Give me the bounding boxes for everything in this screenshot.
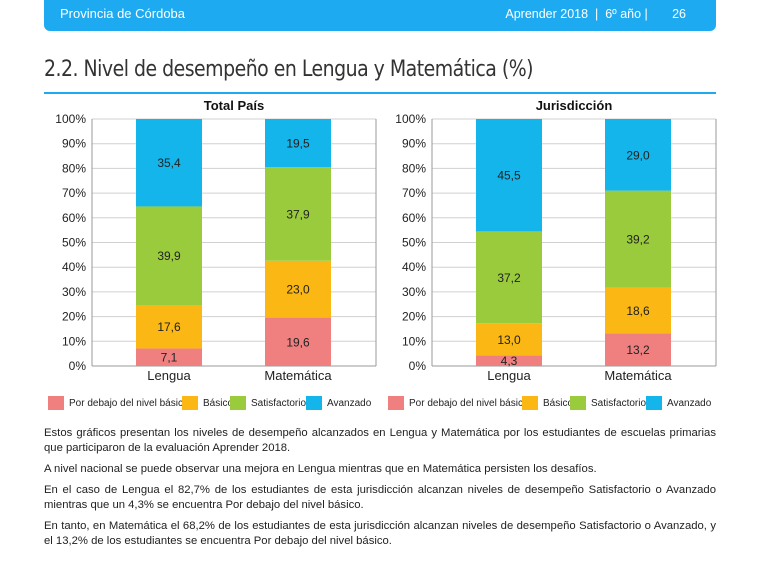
y-tick-label: 70% [62, 186, 86, 200]
legend-label: Avanzado [667, 398, 712, 409]
bar-segment-por-debajo [605, 333, 671, 366]
chart-total-pais: Total País 0% 10% 20% 30% 40% 50% 60% 70% 80% 90% 1… [44, 95, 377, 385]
y-tick-label: 40% [402, 260, 426, 274]
bar-segment-satisfactorio [605, 190, 671, 288]
legend-swatch [570, 396, 586, 410]
chart-jurisdiccion: Jurisdicción 0% 10% 20% 30% 40% 50% 60% 70% 80% 90… [384, 95, 717, 385]
header-province: Provincia de Córdoba [60, 6, 186, 21]
bar-segment-avanzado [136, 119, 202, 207]
data-label: 19,5 [286, 137, 310, 151]
section-title: 2.2. Nivel de desempeño en Lengua y Mate… [44, 57, 534, 82]
legend-label: Avanzado [327, 398, 372, 409]
legend-swatch [522, 396, 538, 410]
data-label: 37,9 [286, 207, 310, 221]
paragraph: Estos gráficos presentan los niveles de … [44, 427, 716, 454]
data-label: 29,0 [626, 148, 650, 162]
data-label: 13,0 [497, 333, 521, 347]
data-label: 18,6 [626, 304, 650, 318]
legend-label: Por debajo del nivel básico [409, 398, 529, 409]
body-text: Estos gráficos presentan los niveles de … [44, 426, 716, 555]
data-label: 4,3 [501, 354, 518, 368]
chart-jurisdiccion-svg: Jurisdicción 0% 10% 20% 30% 40% 50% 60% 70% 80% 90… [395, 98, 717, 383]
x-tick-label: Lengua [487, 368, 531, 383]
bar-segment-basico [136, 304, 202, 349]
bar-segment-avanzado [265, 119, 331, 168]
chart-title: Jurisdicción [536, 98, 613, 113]
y-tick-label: 40% [62, 260, 86, 274]
y-tick-label: 80% [402, 161, 426, 175]
data-label: 45,5 [497, 169, 521, 183]
y-tick-label: 10% [62, 334, 86, 348]
y-tick-label: 100% [395, 112, 426, 126]
y-tick-label: 100% [55, 112, 86, 126]
legend-label: Básico [203, 398, 234, 409]
y-tick-label: 30% [402, 285, 426, 299]
header-bar: Provincia de Córdoba Aprender 2018 | 6º … [44, 0, 716, 31]
paragraph: En tanto, en Matemática el 68,2% de los … [44, 520, 716, 547]
x-tick-label: Matemática [604, 368, 672, 383]
bar-segment-avanzado [605, 119, 671, 191]
y-tick-label: 90% [402, 137, 426, 151]
y-tick-label: 20% [62, 310, 86, 324]
y-tick-label: 0% [69, 359, 87, 373]
y-tick-label: 50% [62, 236, 86, 250]
paragraph: A nivel nacional se puede observar una m… [44, 463, 597, 475]
y-tick-label: 80% [62, 161, 86, 175]
bar-segment-satisfactorio [136, 206, 202, 305]
bar-segment-avanzado [476, 119, 542, 232]
legend-swatch [646, 396, 662, 410]
legend-swatch [388, 396, 404, 410]
bar-segment-basico [605, 287, 671, 334]
bar-segment-basico [476, 323, 542, 356]
y-tick-label: 50% [402, 236, 426, 250]
y-tick-label: 90% [62, 137, 86, 151]
title-divider [44, 92, 716, 94]
legend-label: Satisfactorio [251, 398, 307, 409]
bar-segment-satisfactorio [265, 167, 331, 261]
y-tick-label: 10% [402, 334, 426, 348]
y-tick-label: 20% [402, 310, 426, 324]
legend-label: Satisfactorio [591, 398, 647, 409]
legend-label: Por debajo del nivel básico [69, 398, 189, 409]
legend-swatch [48, 396, 64, 410]
bar-segment-por-debajo [265, 317, 331, 366]
chart-total-pais-svg: Total País 0% 10% 20% 30% 40% 50% 60% 70% 80% 90% 1… [55, 98, 377, 383]
header-edition: Aprender 2018 | 6º año | 26 [505, 7, 686, 21]
x-tick-label: Matemática [264, 368, 332, 383]
data-label: 35,4 [157, 156, 181, 170]
data-label: 39,2 [626, 233, 650, 247]
paragraph: En el caso de Lengua el 82,7% de los est… [44, 484, 716, 511]
legend-label: Básico [543, 398, 574, 409]
y-tick-label: 0% [409, 359, 427, 373]
data-label: 23,0 [286, 283, 310, 297]
legend-swatch [182, 396, 198, 410]
bar-segment-basico [265, 260, 331, 318]
bar-segment-satisfactorio [476, 231, 542, 324]
data-label: 19,6 [286, 335, 310, 349]
legend-swatch [230, 396, 246, 410]
data-label: 17,6 [157, 320, 181, 334]
bar-segment-por-debajo [476, 355, 542, 366]
data-label: 7,1 [161, 351, 178, 365]
bar-segment-por-debajo [136, 348, 202, 366]
x-tick-label: Lengua [147, 368, 191, 383]
y-tick-label: 60% [62, 211, 86, 225]
chart-title: Total País [204, 98, 264, 113]
y-tick-label: 60% [402, 211, 426, 225]
y-tick-label: 30% [62, 285, 86, 299]
data-label: 13,2 [626, 343, 650, 357]
legend-swatch [306, 396, 322, 410]
data-label: 39,9 [157, 249, 181, 263]
y-tick-label: 70% [402, 186, 426, 200]
data-label: 37,2 [497, 271, 521, 285]
